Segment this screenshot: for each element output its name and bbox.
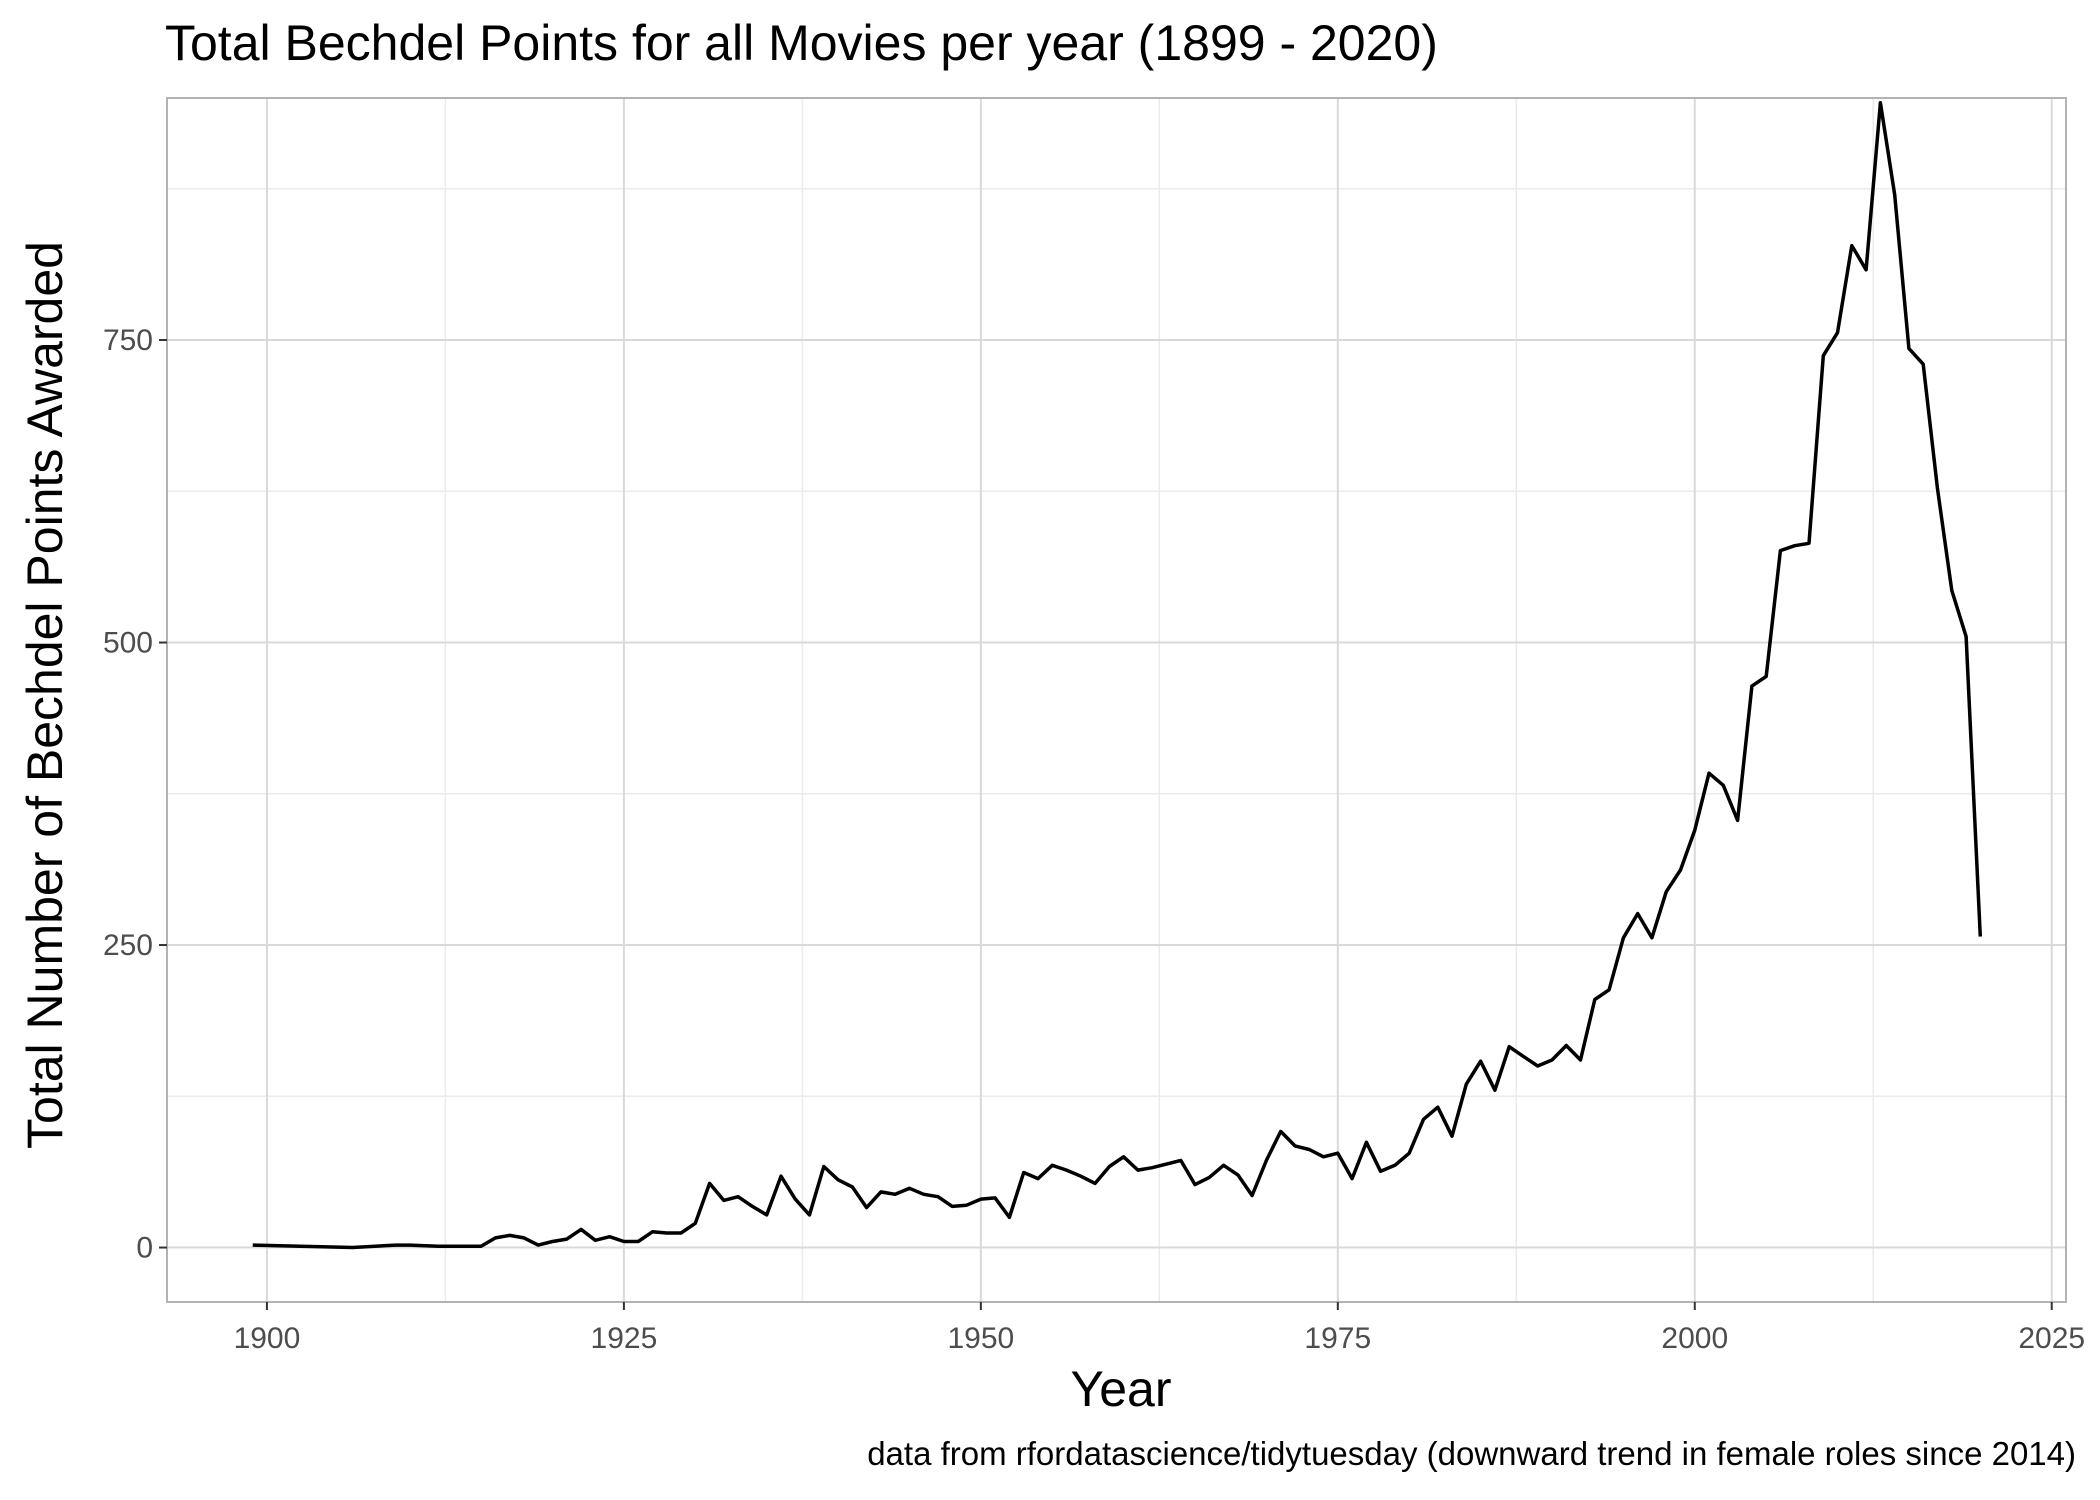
chart-caption: data from rfordatascience/tidytuesday (d… — [867, 1435, 2076, 1472]
y-tick-label: 0 — [136, 1232, 153, 1265]
x-tick-label: 2025 — [2018, 1322, 2085, 1355]
plot-panel-border — [166, 97, 2067, 1303]
y-tick-label: 500 — [103, 627, 153, 660]
x-tick-label: 2000 — [1661, 1322, 1728, 1355]
y-axis-ticks: 0 250 500 750 — [103, 324, 167, 1265]
chart-title: Total Bechdel Points for all Movies per … — [165, 15, 1438, 71]
x-tick-label: 1975 — [1304, 1322, 1371, 1355]
y-tick-label: 250 — [103, 929, 153, 962]
major-gridlines — [167, 98, 2066, 1302]
minor-gridlines — [167, 98, 2066, 1302]
x-tick-label: 1900 — [234, 1322, 301, 1355]
x-axis-label: Year — [1070, 1361, 1172, 1417]
series-line — [252, 101, 1983, 1250]
y-tick-label: 750 — [103, 324, 153, 357]
x-tick-label: 1950 — [947, 1322, 1014, 1355]
x-axis-ticks: 1900 1925 1950 1975 2000 2025 — [234, 1302, 2085, 1355]
x-tick-label: 1925 — [591, 1322, 658, 1355]
y-axis-label: Total Number of Bechdel Points Awarded — [17, 241, 73, 1149]
